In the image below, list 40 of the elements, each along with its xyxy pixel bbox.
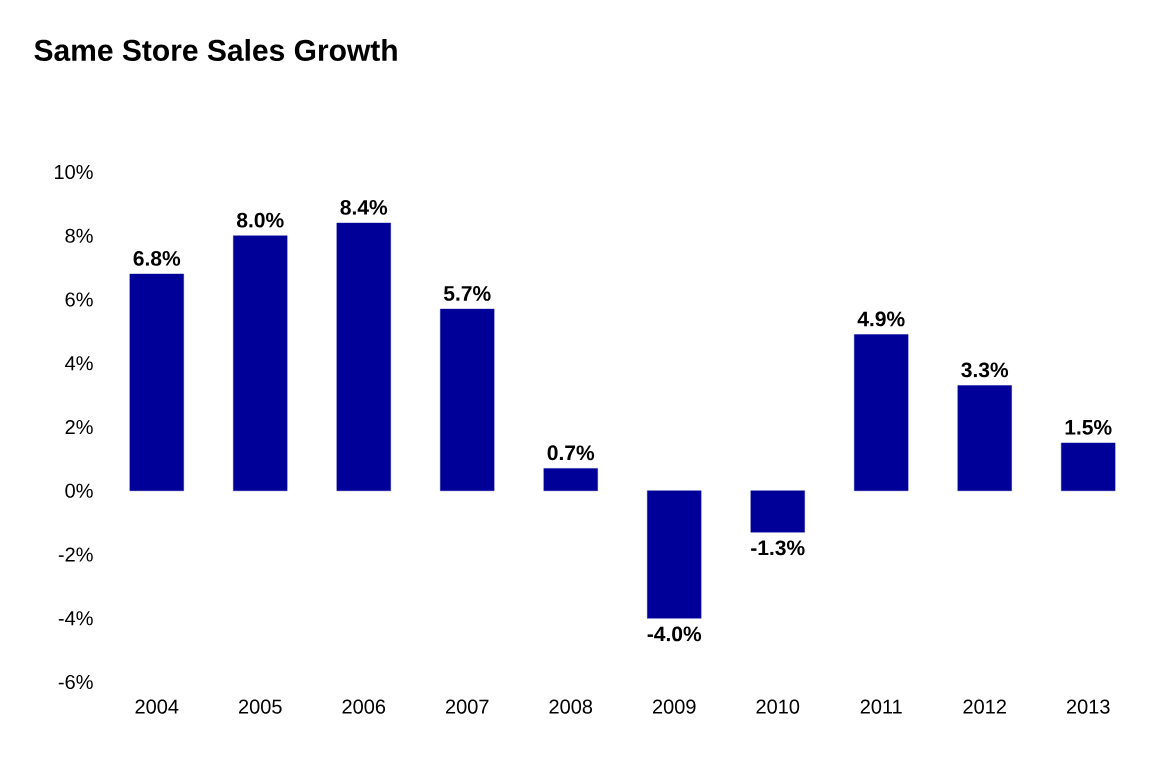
y-tick-label: 4%	[65, 356, 93, 371]
data-label: 6.8%	[133, 250, 181, 266]
data-label: -4.0%	[647, 626, 702, 642]
y-tick-label: 8%	[65, 228, 93, 243]
y-tick-label: 2%	[65, 419, 93, 435]
x-tick-label: 2011	[860, 699, 902, 714]
bar	[957, 385, 1012, 491]
bar	[129, 273, 184, 491]
x-tick-label: 2010	[756, 699, 800, 714]
bar	[233, 235, 288, 491]
bar	[854, 334, 909, 491]
data-label: 1.5%	[1065, 419, 1112, 435]
data-label: -1.3%	[751, 540, 805, 556]
bar	[336, 222, 391, 491]
y-tick-label: 0%	[65, 483, 93, 498]
x-tick-label: 2009	[652, 699, 696, 714]
x-tick-label: 2004	[135, 699, 179, 714]
x-tick-label: 2008	[549, 699, 593, 714]
bar	[647, 490, 702, 619]
bar	[543, 468, 598, 491]
data-label: 3.3%	[961, 362, 1009, 378]
y-tick-label: -2%	[58, 547, 93, 562]
bar	[440, 308, 495, 491]
data-label: 8.0%	[236, 212, 284, 228]
x-tick-label: 2007	[445, 699, 489, 714]
x-tick-label: 2006	[342, 699, 386, 714]
y-tick-label: -4%	[58, 611, 93, 626]
bar	[1061, 442, 1116, 491]
x-tick-label: 2013	[1066, 699, 1110, 714]
y-tick-label: -6%	[58, 674, 93, 690]
bar	[750, 490, 805, 533]
chart-title: Same Store Sales Growth	[34, 38, 397, 62]
data-label: 0.7%	[547, 445, 595, 461]
y-tick-label: 6%	[65, 292, 93, 307]
data-label: 4.9%	[857, 311, 905, 327]
y-tick-label: 10%	[54, 164, 93, 180]
data-label: 8.4%	[340, 199, 388, 215]
x-tick-label: 2005	[239, 699, 282, 714]
x-tick-label: 2012	[963, 699, 1006, 714]
data-label: 5.7%	[443, 286, 491, 301]
